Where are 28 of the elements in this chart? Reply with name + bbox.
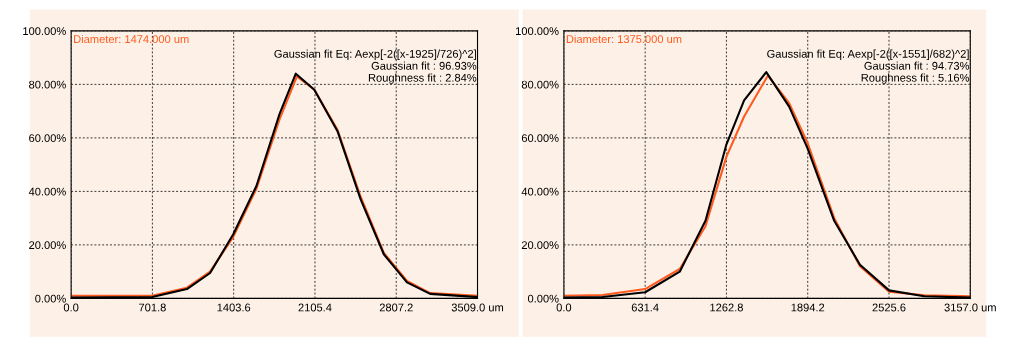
x-tick-label: 2807.2 bbox=[379, 303, 413, 312]
x-tick-label: 2525.6 bbox=[872, 303, 906, 312]
y-tick-label: 100.00% bbox=[23, 27, 66, 36]
annotation: Diameter: 1474.000 um bbox=[74, 34, 189, 44]
y-tick-label: 20.00% bbox=[521, 241, 559, 250]
y-tick-label: 40.00% bbox=[28, 187, 66, 196]
annotation: Diameter: 1375.000 um bbox=[566, 34, 682, 44]
x-tick-label: 1262.8 bbox=[710, 303, 743, 312]
y-tick-label: 20.00% bbox=[29, 241, 66, 250]
x-tick-label: 0.0 bbox=[63, 303, 79, 312]
y-tick-label: 80.00% bbox=[29, 80, 66, 89]
y-tick-label: 60.00% bbox=[521, 134, 559, 143]
annotation: Gaussian fit Eq: Aexp[-2([x-1551]/682)^2] Gaussian fit : 94.73% Roughness fit : 5.16% bbox=[767, 49, 970, 84]
x-tick-label: 701.8 bbox=[139, 303, 166, 312]
x-tick-label: 631.4 bbox=[631, 303, 659, 312]
x-tick-label: 2105.4 bbox=[298, 303, 332, 312]
y-tick-label: 40.00% bbox=[521, 187, 559, 196]
x-tick-label: 3509.0 um bbox=[451, 303, 504, 312]
y-tick-label: 80.00% bbox=[521, 80, 559, 89]
y-tick-label: 60.00% bbox=[29, 134, 66, 143]
y-tick-label: 0.00% bbox=[35, 294, 66, 303]
y-tick-label: 100.00% bbox=[516, 27, 559, 36]
x-tick-label: 1403.6 bbox=[217, 303, 251, 312]
x-tick-label: 3157.0 um bbox=[944, 303, 996, 312]
annotation: Gaussian fit Eq: Aexp[-2([x-1925]/726)^2] Gaussian fit : 96.93% Roughness fit : 2.84% bbox=[274, 49, 477, 84]
x-tick-label: 1894.2 bbox=[791, 303, 825, 312]
y-tick-label: 0.00% bbox=[527, 294, 559, 303]
x-tick-label: 0.0 bbox=[556, 303, 572, 312]
